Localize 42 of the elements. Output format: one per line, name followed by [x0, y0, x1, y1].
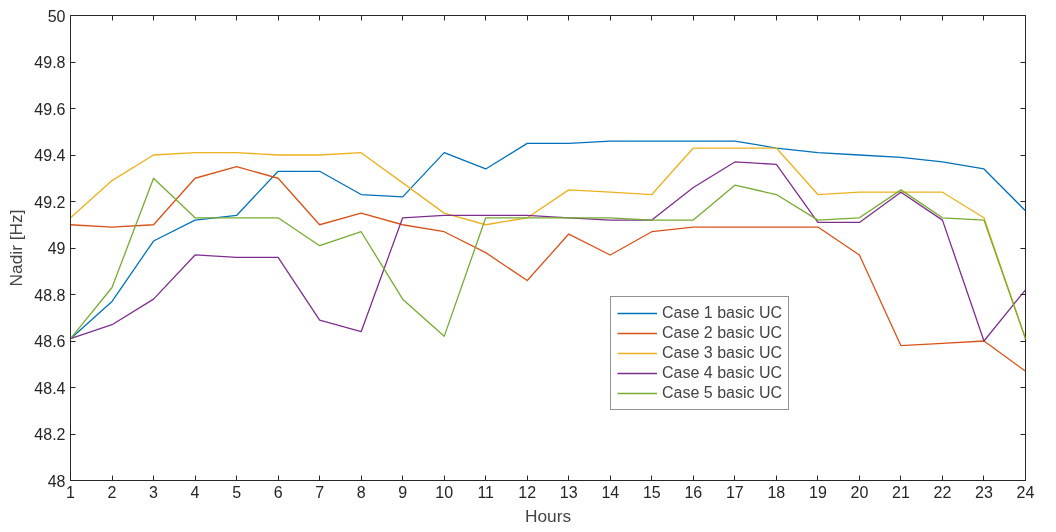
x-tick-label: 22 — [933, 483, 952, 501]
x-tick-label: 18 — [767, 483, 786, 501]
x-tick-label: 19 — [808, 483, 827, 501]
x-tick-label: 11 — [477, 483, 495, 501]
y-tick-label: 48.8 — [34, 286, 66, 304]
legend-label: Case 1 basic UC — [662, 304, 783, 322]
x-tick-label: 21 — [892, 483, 910, 501]
x-tick-label: 1 — [66, 483, 76, 501]
x-tick-label: 20 — [850, 483, 869, 501]
x-tick-label: 9 — [398, 483, 408, 501]
legend-label: Case 3 basic UC — [662, 344, 783, 362]
x-axis-title: Hours — [524, 505, 572, 526]
x-tick-label: 15 — [642, 483, 661, 501]
x-tick-label: 13 — [559, 483, 578, 501]
x-tick-label: 14 — [601, 483, 620, 501]
y-tick-label: 49.2 — [34, 193, 66, 211]
x-tick-label: 12 — [518, 483, 537, 501]
x-tick-label: 6 — [273, 483, 283, 501]
x-tick-label: 5 — [232, 483, 242, 501]
x-tick-label: 4 — [190, 483, 200, 501]
y-tick-label: 49 — [47, 240, 66, 257]
y-tick-label: 48.4 — [34, 379, 66, 397]
x-tick-label: 17 — [725, 483, 744, 501]
x-tick-label: 23 — [975, 483, 993, 501]
y-tick-label: 48.6 — [34, 333, 66, 350]
y-tick-label: 49.6 — [34, 100, 66, 118]
y-tick-label: 48 — [47, 472, 66, 490]
x-tick-label: 3 — [149, 483, 159, 501]
y-tick-label: 48.2 — [34, 426, 66, 443]
x-tick-label: 10 — [435, 483, 454, 501]
y-axis-title: Nadir [Hz] — [6, 209, 27, 287]
y-tick-label: 49.8 — [34, 54, 66, 71]
x-tick-label: 7 — [315, 483, 325, 501]
legend-label: Case 2 basic UC — [662, 324, 783, 342]
y-tick-label: 49.4 — [34, 147, 66, 164]
legend-label: Case 5 basic UC — [662, 384, 783, 402]
x-tick-label: 2 — [107, 483, 117, 501]
x-tick-label: 8 — [356, 483, 366, 501]
y-tick-label: 50 — [47, 7, 66, 25]
x-tick-label: 16 — [684, 483, 703, 501]
legend-label: Case 4 basic UC — [662, 364, 783, 382]
x-tick-label: 24 — [1016, 483, 1035, 501]
